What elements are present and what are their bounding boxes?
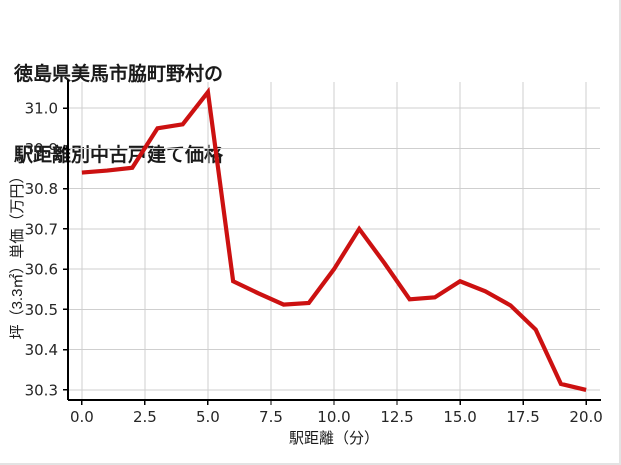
- chart-title: 徳島県美馬市脇町野村の 駅距離別中古戸建て価格: [14, 8, 614, 224]
- x-tick-label: 15.0: [443, 408, 476, 426]
- y-tick-label: 30.9: [25, 140, 58, 158]
- x-tick-label: 7.5: [259, 408, 283, 426]
- x-tick-label: 10.0: [317, 408, 350, 426]
- x-tick-label: 12.5: [380, 408, 413, 426]
- y-tick-labels: 30.3 30.4 30.5 30.6 30.7 30.8 30.9 31.0: [25, 100, 58, 400]
- gridlines: [68, 82, 600, 400]
- x-tick-label: 17.5: [506, 408, 539, 426]
- x-tick-label: 0.0: [70, 408, 94, 426]
- y-tick-label: 30.4: [25, 341, 58, 359]
- chart-title-line-1: 徳島県美馬市脇町野村の: [14, 63, 224, 85]
- x-axis-title: 駅距離（分）: [289, 429, 379, 447]
- x-tick-label: 20.0: [569, 408, 602, 426]
- x-tick-label: 5.0: [196, 408, 220, 426]
- price-line-series: [81, 86, 587, 392]
- x-tick-label: 2.5: [133, 408, 157, 426]
- y-tick-label: 30.7: [25, 220, 58, 238]
- axis-spines: [66, 80, 601, 402]
- x-tick-labels: 0.0 2.5 5.0 7.5 10.0 12.5 15.0 17.5 20.0: [70, 408, 603, 426]
- y-tick-label: 30.6: [25, 261, 58, 279]
- data-series-group: [81, 86, 587, 392]
- y-tick-label: 31.0: [25, 100, 58, 118]
- chart-title-line-2: 駅距離別中古戸建て価格: [14, 144, 224, 166]
- y-tick-label: 30.3: [25, 381, 58, 399]
- y-axis-title: 坪（3.3㎡）単価（万円）: [9, 169, 26, 340]
- y-tick-label: 30.8: [25, 180, 58, 198]
- y-tick-label: 30.5: [25, 301, 58, 319]
